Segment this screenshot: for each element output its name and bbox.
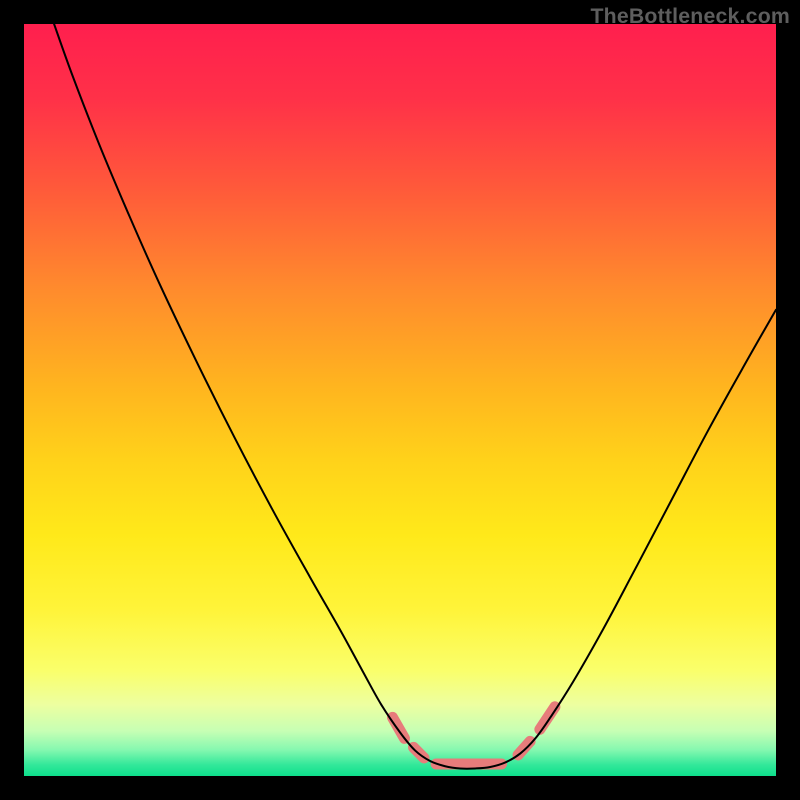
chart-frame: TheBottleneck.com [0, 0, 800, 800]
bottleneck-curve-chart [24, 24, 776, 776]
gradient-background [24, 24, 776, 776]
plot-area [24, 24, 776, 776]
